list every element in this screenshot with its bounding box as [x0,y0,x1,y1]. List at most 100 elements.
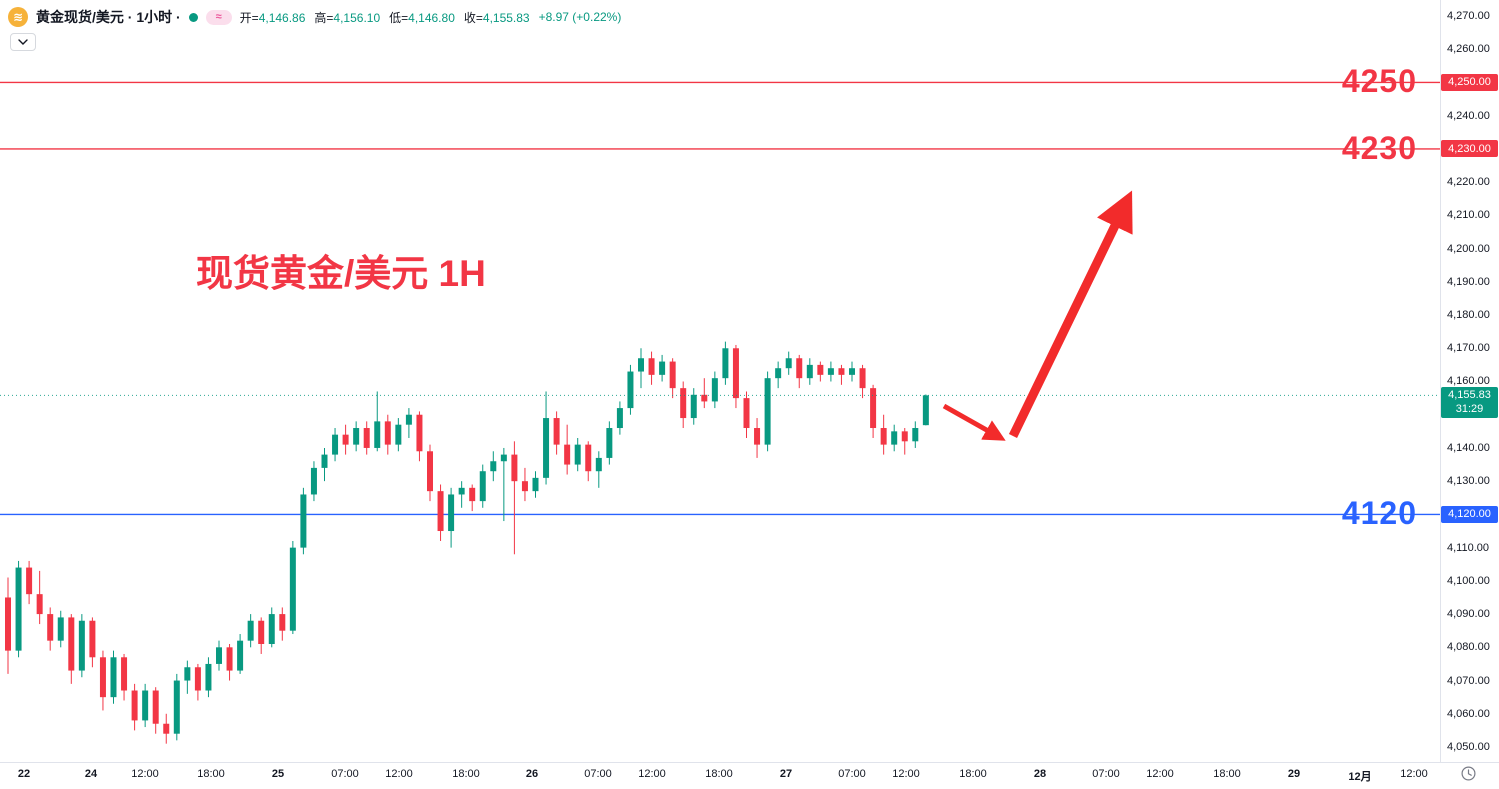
time-tick: 22 [17,768,31,780]
price-tick: 4,270.00 [1447,10,1490,22]
time-tick: 25 [271,768,285,780]
candle-body [258,620,265,644]
candle-body [142,690,149,721]
candle-body [458,487,465,495]
time-tick: 26 [525,768,539,780]
candle-body [68,617,75,671]
candle-body [26,567,33,595]
time-tick: 07:00 [584,768,612,780]
candle-body [659,361,666,375]
candle-body [585,444,592,472]
time-tick: 12:00 [892,768,920,780]
provider-icon: ≈ [205,9,232,25]
candle-countdown: 31:29 [1455,403,1484,416]
time-tick: 18:00 [959,768,987,780]
high-value: 高=4,156.10 [314,10,381,25]
candle-body [237,640,244,671]
candle-body [553,418,560,445]
candle-body [247,620,254,641]
price-tick: 4,220.00 [1447,176,1490,189]
time-tick: 07:00 [331,768,359,780]
trend-arrows[interactable] [942,190,1133,441]
candle-body [500,454,507,462]
candle-body [595,457,602,472]
candle-body [437,491,444,532]
time-tick: 12:00 [385,768,413,780]
candle-body [912,428,919,442]
candle-body [173,680,180,734]
symbol-legend: ≋ 黄金现货/美元 · 1小时 · ≈ 开=4,146.86 高=4,156.1… [8,7,621,27]
candle-body [690,394,697,419]
time-tick: 18:00 [197,768,225,780]
price-tick: 4,070.00 [1447,674,1490,687]
timezone-clock-icon[interactable] [1461,766,1476,786]
price-tag-4120: 4,120.00 [1441,505,1498,523]
candle-body [901,431,908,442]
candle-body [216,647,222,664]
candle-body [511,454,518,482]
candle-body [374,421,381,448]
time-tick: 12:00 [638,768,666,780]
candle-body [521,481,528,492]
price-tick: 4,100.00 [1447,574,1490,587]
price-tick: 4,080.00 [1447,641,1490,654]
candle-body [817,364,824,375]
time-tick: 18:00 [452,768,480,780]
candle-body [859,368,866,389]
last-price-tag: 4,155.83 31:29 [1441,386,1498,418]
time-tick: 12:00 [131,768,159,780]
time-axis-border [0,762,1499,763]
candle-body [57,617,64,641]
candle-body [606,428,613,458]
candle-body [226,647,233,671]
candle-body [36,594,43,615]
candle-body [184,667,191,681]
candle-body [353,428,360,445]
symbol-title[interactable]: 黄金现货/美元 · 1小时 · [36,9,181,25]
candle-body [669,361,676,389]
open-value: 开=4,146.86 [239,10,306,25]
price-tick: 4,110.00 [1447,541,1490,554]
time-tick: 24 [84,768,98,780]
time-tick: 27 [779,768,793,780]
gold-symbol-icon: ≋ [8,7,28,27]
candle-body [764,378,771,445]
low-value: 低=4,146.80 [389,10,455,25]
horizontal-level-lines[interactable] [0,81,1440,516]
candle-body [99,657,106,698]
price-tick: 4,210.00 [1447,209,1490,222]
trend-arrow[interactable] [1008,190,1133,438]
candle-body [785,358,792,369]
market-status-icon [188,12,198,22]
trend-arrow[interactable] [942,403,1006,441]
candle-body [110,657,117,698]
time-tick: 07:00 [838,768,866,780]
chart-annotation-text[interactable]: 现货黄金/美元 1H [196,253,486,294]
candle-body [342,434,349,445]
candle-body [870,388,877,429]
candle-body [131,690,138,721]
support-label-4120[interactable]: 4120 [1341,495,1417,532]
candle-body [796,358,803,379]
candle-body [89,620,96,658]
candle-body [775,368,782,379]
candlestick-chart[interactable] [0,0,1440,762]
change-value: +8.97 (+0.22%) [538,10,622,24]
candle-body [300,494,307,548]
candle-body [205,663,212,691]
candle-body [743,398,750,429]
candle-body [121,657,128,691]
candle-body [15,567,22,651]
resistance-label-4230[interactable]: 4230 [1341,129,1417,166]
candle-body [194,667,201,691]
candle-body [638,358,644,372]
resistance-label-4250[interactable]: 4250 [1341,63,1417,100]
candle-body [332,434,339,455]
price-tick: 4,180.00 [1447,309,1490,322]
candle-body [47,614,54,641]
candle-body [543,418,550,478]
candle-body [711,378,718,402]
legend-collapse-button[interactable] [10,33,36,51]
candle-body [891,431,898,445]
